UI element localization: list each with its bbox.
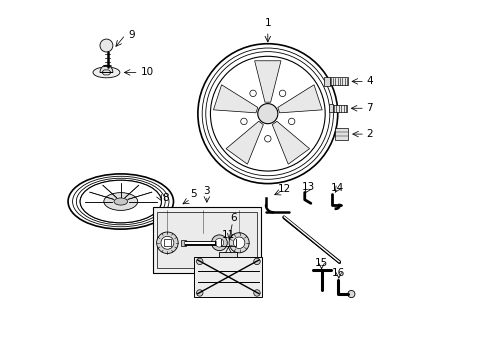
Text: 8: 8 — [162, 193, 168, 203]
Text: 7: 7 — [366, 103, 372, 113]
Bar — [329, 77, 347, 85]
Circle shape — [211, 235, 227, 251]
Bar — [333, 105, 346, 112]
Circle shape — [161, 236, 174, 249]
Circle shape — [100, 39, 113, 52]
Polygon shape — [277, 85, 322, 113]
Text: 12: 12 — [277, 184, 290, 194]
Circle shape — [196, 258, 203, 265]
Text: 14: 14 — [330, 183, 344, 193]
Circle shape — [279, 90, 285, 96]
Bar — [328, 104, 333, 112]
Circle shape — [264, 135, 270, 142]
Text: 13: 13 — [301, 182, 314, 192]
Text: 1: 1 — [264, 18, 270, 28]
Circle shape — [240, 118, 246, 125]
Circle shape — [215, 238, 223, 247]
Text: 4: 4 — [366, 76, 372, 86]
Circle shape — [347, 291, 354, 298]
Bar — [156, 212, 257, 268]
Text: 9: 9 — [128, 30, 134, 40]
Text: 5: 5 — [190, 189, 197, 199]
Bar — [153, 207, 260, 273]
Polygon shape — [272, 121, 309, 164]
Text: 6: 6 — [230, 213, 237, 222]
Polygon shape — [254, 61, 281, 102]
Ellipse shape — [114, 198, 127, 205]
Circle shape — [288, 118, 294, 125]
Circle shape — [253, 258, 260, 265]
Bar — [163, 239, 171, 246]
Bar — [334, 129, 347, 140]
Bar — [194, 257, 262, 297]
Ellipse shape — [93, 67, 120, 78]
Ellipse shape — [80, 180, 161, 223]
Text: 3: 3 — [203, 186, 210, 196]
Bar — [212, 240, 218, 246]
Polygon shape — [100, 65, 113, 72]
Text: 15: 15 — [314, 258, 327, 268]
Polygon shape — [213, 85, 257, 113]
Text: 2: 2 — [366, 129, 372, 139]
Circle shape — [228, 233, 249, 253]
Circle shape — [156, 232, 178, 253]
Text: 16: 16 — [331, 268, 345, 278]
Circle shape — [253, 290, 260, 296]
Circle shape — [196, 290, 203, 296]
Circle shape — [257, 104, 277, 124]
Circle shape — [249, 90, 256, 96]
Text: 10: 10 — [140, 67, 153, 77]
Bar — [219, 252, 237, 257]
Ellipse shape — [103, 193, 138, 210]
Text: 11: 11 — [221, 230, 235, 240]
Circle shape — [210, 56, 325, 171]
Circle shape — [233, 237, 244, 248]
Bar — [324, 77, 329, 86]
Polygon shape — [225, 121, 263, 164]
Bar — [180, 240, 186, 246]
